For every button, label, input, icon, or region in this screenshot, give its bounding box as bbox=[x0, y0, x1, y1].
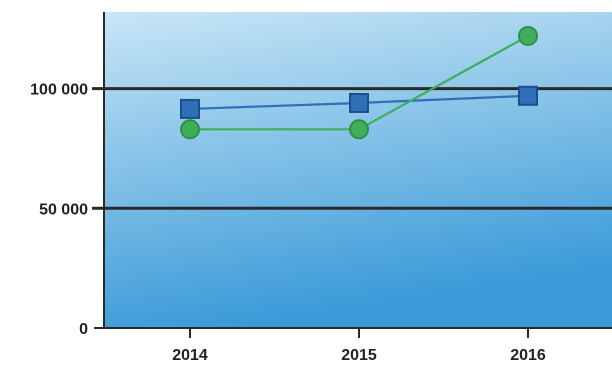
x-tick-label: 2016 bbox=[510, 347, 546, 364]
data-point-circle bbox=[180, 119, 200, 140]
y-tick-label: 0 bbox=[79, 321, 88, 338]
data-point-square bbox=[518, 85, 538, 106]
x-tick-label: 2014 bbox=[172, 347, 208, 364]
data-point-circle bbox=[349, 119, 369, 140]
data-point-circle bbox=[518, 25, 538, 46]
y-tick-label: 100 000 bbox=[30, 82, 88, 99]
plot-area bbox=[104, 12, 612, 328]
data-point-square bbox=[349, 92, 369, 113]
x-tick-label: 2015 bbox=[341, 347, 377, 364]
y-tick-label: 50 000 bbox=[39, 201, 88, 218]
data-point-square bbox=[180, 98, 200, 119]
